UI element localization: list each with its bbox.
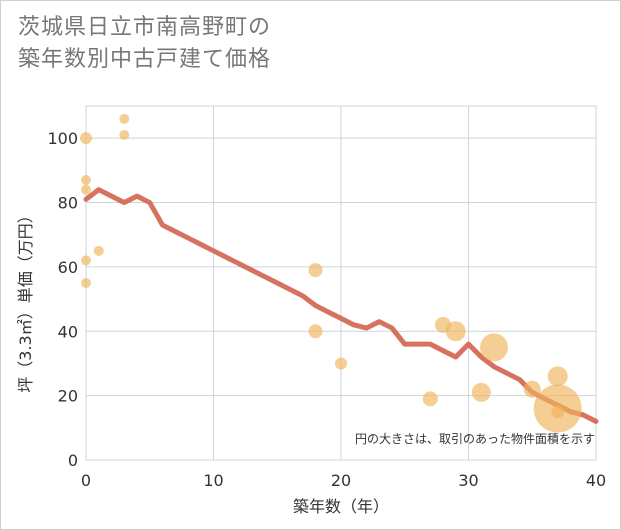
- data-point: [523, 380, 541, 398]
- y-tick-label: 60: [58, 258, 78, 277]
- data-point: [80, 132, 92, 145]
- chart-title: 茨城県日立市南高野町の 築年数別中古戸建て価格: [18, 12, 271, 76]
- data-point: [81, 175, 91, 186]
- y-tick-labels: 0 20 40 60 80 100: [47, 129, 78, 470]
- title-line-2: 築年数別中古戸建て価格: [18, 47, 272, 72]
- size-note: 円の大きさは、取引のあった物件面積を示す: [355, 431, 595, 446]
- data-point: [93, 245, 104, 256]
- data-point: [81, 278, 91, 288]
- x-tick-label: 30: [458, 471, 478, 490]
- x-tick-labels: 0 10 20 30 40: [81, 471, 606, 490]
- trend-line: [83, 187, 599, 424]
- data-point: [308, 324, 323, 339]
- data-point: [471, 382, 491, 402]
- x-tick-label: 10: [203, 471, 223, 490]
- scatter-points: [80, 113, 582, 433]
- data-point: [533, 384, 582, 433]
- trend-line-group: [83, 187, 599, 424]
- y-tick-label: 0: [68, 451, 78, 470]
- y-tick-label: 80: [58, 194, 78, 213]
- y-tick-label: 20: [58, 387, 78, 406]
- data-point: [547, 366, 568, 387]
- y-tick-label: 40: [58, 322, 78, 341]
- data-point: [119, 113, 130, 124]
- x-tick-label: 0: [81, 471, 91, 490]
- x-axis-label: 築年数（年）: [293, 497, 389, 516]
- x-tick-label: 40: [586, 471, 606, 490]
- y-tick-label: 100: [47, 129, 78, 148]
- title-line-1: 茨城県日立市南高野町の: [18, 15, 272, 40]
- data-point: [445, 321, 466, 342]
- data-point: [422, 391, 438, 407]
- data-point: [119, 129, 130, 140]
- y-axis-label: 坪（3.3㎡）単価（万円）: [16, 207, 35, 392]
- data-point: [480, 333, 508, 362]
- data-point: [81, 184, 91, 195]
- data-point: [308, 263, 323, 278]
- x-tick-label: 20: [331, 471, 351, 490]
- grid-lines: [85, 105, 597, 461]
- data-point: [81, 255, 91, 266]
- data-point: [335, 357, 347, 370]
